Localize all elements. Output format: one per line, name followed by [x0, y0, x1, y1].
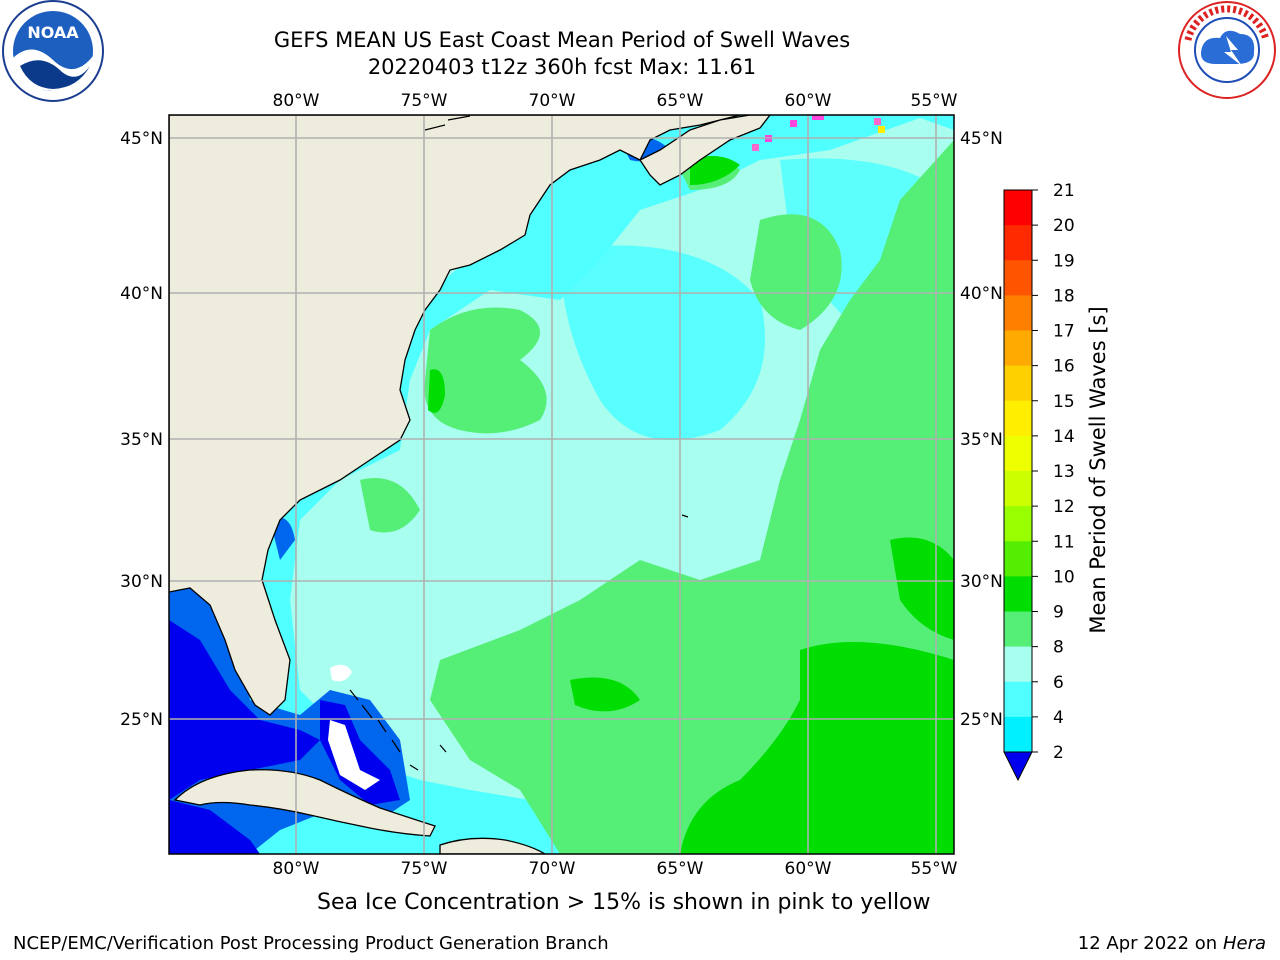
colorbar-segment	[1004, 435, 1032, 472]
colorbar-label: 14	[1053, 427, 1075, 447]
lat-label: 40°N	[120, 284, 163, 304]
colorbar-segment	[1004, 541, 1032, 577]
colorbar-segment	[1004, 260, 1032, 296]
lon-label: 80°W	[273, 859, 320, 879]
colorbar-label: 20	[1053, 216, 1075, 236]
colorbar-segment	[1004, 716, 1032, 753]
lon-label: 60°W	[785, 859, 832, 879]
colorbar-segment	[1004, 365, 1032, 402]
map-plot-area	[169, 115, 954, 854]
lon-label: 65°W	[657, 859, 704, 879]
chart-title: GEFS MEAN US East Coast Mean Period of S…	[273, 28, 851, 52]
colorbar-label: 2	[1053, 743, 1064, 763]
lat-label: 25°N	[120, 710, 163, 730]
colorbar-segment	[1004, 506, 1032, 542]
noaa-logo: NOAA	[2, 0, 104, 102]
national-weather-service-logo	[1178, 1, 1276, 99]
colorbar-segment	[1004, 400, 1032, 437]
colorbar-label: 21	[1053, 181, 1075, 201]
lat-label: 35°N	[960, 430, 1003, 450]
colorbar-label: 19	[1053, 251, 1075, 271]
lat-label: 45°N	[120, 129, 163, 149]
colorbar-segment	[1004, 646, 1032, 683]
lat-label: 35°N	[120, 430, 163, 450]
longitude-labels-bottom: 80°W 75°W 70°W 65°W 60°W 55°W	[273, 859, 958, 879]
svg-text:NOAA: NOAA	[27, 23, 79, 42]
lon-label: 75°W	[401, 91, 448, 111]
lon-label: 70°W	[529, 91, 576, 111]
colorbar-label: 10	[1053, 567, 1075, 587]
colorbar: 21 20 19 18 17 16 15 14 13 12 11 10 9 8 6 4 2	[1003, 181, 1075, 782]
map-gridlines	[169, 115, 954, 854]
land-cuba	[173, 769, 436, 837]
colorbar-label: 17	[1053, 322, 1075, 342]
colorbar-segment	[1004, 330, 1032, 367]
land-north-america	[169, 115, 741, 716]
colorbar-label: 6	[1053, 673, 1064, 693]
lon-label: 80°W	[273, 91, 320, 111]
colorbar-segment	[1004, 190, 1032, 226]
colorbar-label: 8	[1053, 638, 1064, 658]
lat-label: 30°N	[120, 572, 163, 592]
lat-label: 25°N	[960, 710, 1003, 730]
colorbar-segment	[1004, 611, 1032, 648]
lon-label: 70°W	[529, 859, 576, 879]
map-frame	[168, 114, 955, 855]
colorbar-segment	[1004, 471, 1032, 507]
colorbar-segment	[1004, 295, 1032, 331]
footer-date: 12 Apr 2022 on Hera	[1078, 933, 1266, 954]
colorbar-label: 11	[1053, 532, 1075, 552]
colorbar-label: 15	[1053, 392, 1075, 412]
land-hispaniola	[439, 837, 547, 854]
footer-credit: NCEP/EMC/Verification Post Processing Pr…	[13, 933, 609, 954]
colorbar-label: 16	[1053, 357, 1075, 377]
colorbar-extension	[1003, 751, 1033, 782]
footer-host: Hera	[1222, 933, 1266, 954]
colorbar-segment	[1004, 576, 1032, 612]
colorbar-label: 13	[1053, 462, 1075, 482]
colorbar-label: 18	[1053, 286, 1075, 306]
lat-label: 40°N	[960, 284, 1003, 304]
colorbar-segment	[1004, 225, 1032, 261]
longitude-labels-top: 80°W 75°W 70°W 65°W 60°W 55°W	[273, 91, 958, 111]
ocean-period-10-11-region	[680, 642, 954, 854]
colorbar-label: 4	[1053, 708, 1064, 728]
chart-subtitle: 20220403 t12z 360h fcst Max: 11.61	[367, 55, 757, 79]
sea-ice-note: Sea Ice Concentration > 15% is shown in …	[317, 890, 931, 915]
latitude-labels-right: 45°N 40°N 35°N 30°N 25°N	[960, 129, 1003, 730]
lon-label: 55°W	[911, 859, 958, 879]
colorbar-label: 12	[1053, 497, 1075, 517]
colorbar-segment	[1004, 681, 1032, 718]
lon-label: 60°W	[785, 91, 832, 111]
lon-label: 65°W	[657, 91, 704, 111]
lon-label: 75°W	[401, 859, 448, 879]
lon-label: 55°W	[911, 91, 958, 111]
colorbar-title: Mean Period of Swell Waves [s]	[1086, 306, 1110, 633]
lat-label: 30°N	[960, 572, 1003, 592]
latitude-labels-left: 45°N 40°N 35°N 30°N 25°N	[120, 129, 163, 730]
colorbar-label: 9	[1053, 603, 1064, 623]
lat-label: 45°N	[960, 129, 1003, 149]
footer-date-text: 12 Apr 2022 on	[1077, 933, 1223, 954]
